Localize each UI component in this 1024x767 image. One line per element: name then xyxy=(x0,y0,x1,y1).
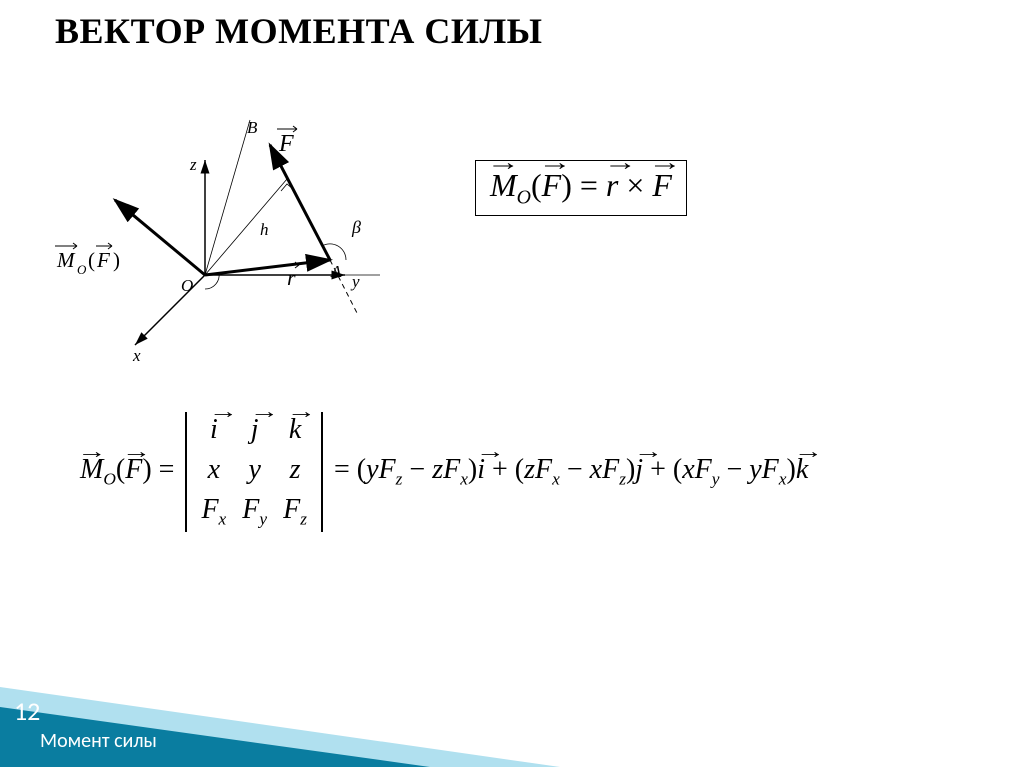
label-h: h xyxy=(260,220,269,239)
page-title: ВЕКТОР МОМЕНТА СИЛЫ xyxy=(55,10,543,52)
line-h xyxy=(205,179,287,275)
footer-caption: Момент силы xyxy=(40,729,157,753)
vector-F xyxy=(270,145,330,260)
svg-text:F: F xyxy=(96,248,110,272)
label-F: F xyxy=(278,131,294,157)
line-OB xyxy=(205,120,250,275)
label-beta: β xyxy=(351,217,361,237)
slide-number: 12 xyxy=(14,695,40,727)
determinant-matrix: i j k xyz Fx Fy Fz xyxy=(185,410,323,534)
svg-text:): ) xyxy=(113,248,120,272)
label-O: O xyxy=(181,276,193,295)
label-Mo: M O ( F ) xyxy=(55,243,120,277)
formula-main: MO(F) = r × F xyxy=(475,160,687,216)
moment-vector-diagram: x y z O A B h β r F M O ( F ) xyxy=(55,115,405,375)
vector-Mo xyxy=(115,200,205,275)
svg-text:M: M xyxy=(56,248,76,272)
label-r: r xyxy=(287,265,296,290)
label-z: z xyxy=(189,155,197,174)
footer-banner xyxy=(0,687,1024,767)
label-A: A xyxy=(330,262,342,281)
slide: ВЕКТОР МОМЕНТА СИЛЫ x xyxy=(0,0,1024,767)
svg-text:(: ( xyxy=(88,248,95,272)
label-y: y xyxy=(350,272,360,291)
axis-x xyxy=(135,275,205,345)
label-x: x xyxy=(132,346,141,365)
formula-determinant: MO(F) = i j k xyz Fx Fy Fz = (yFz − zFx)… xyxy=(80,410,808,534)
vector-r xyxy=(205,260,330,275)
svg-text:O: O xyxy=(77,262,87,277)
label-B: B xyxy=(247,118,258,137)
